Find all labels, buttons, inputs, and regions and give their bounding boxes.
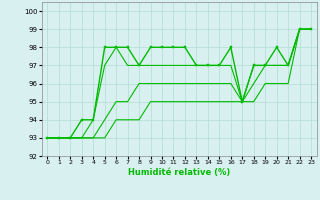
X-axis label: Humidité relative (%): Humidité relative (%) [128,168,230,177]
